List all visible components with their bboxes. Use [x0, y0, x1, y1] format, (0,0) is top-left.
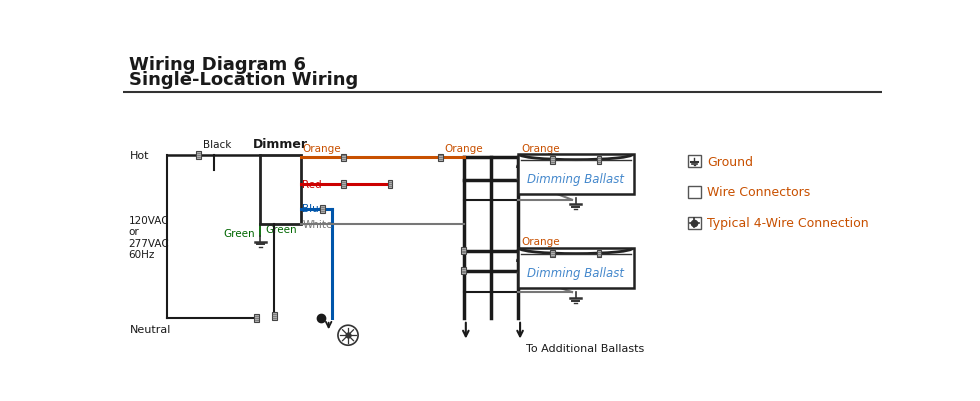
- Bar: [597, 250, 602, 258]
- Bar: [438, 154, 443, 162]
- Text: Blue: Blue: [302, 204, 325, 214]
- Text: or: or: [128, 227, 139, 237]
- Text: Red: Red: [302, 179, 321, 189]
- Text: Dimming Ballast: Dimming Ballast: [527, 172, 624, 185]
- Text: Black: Black: [521, 257, 550, 267]
- Text: White: White: [521, 278, 552, 288]
- Bar: [387, 181, 392, 189]
- Bar: [341, 181, 346, 189]
- Text: 277VAC: 277VAC: [128, 238, 170, 248]
- Bar: [320, 206, 324, 213]
- Text: Orange: Orange: [444, 144, 483, 154]
- Bar: [196, 152, 201, 160]
- Text: To Additional Ballasts: To Additional Ballasts: [526, 343, 645, 353]
- Text: Ground: Ground: [707, 155, 753, 168]
- Bar: [517, 155, 634, 195]
- Text: Neutral: Neutral: [130, 325, 172, 334]
- Bar: [551, 250, 555, 258]
- Text: Orange: Orange: [521, 144, 561, 154]
- Text: 120VAC: 120VAC: [128, 215, 170, 225]
- Bar: [254, 315, 259, 322]
- Bar: [341, 154, 346, 162]
- Text: Orange: Orange: [302, 144, 341, 154]
- Text: White: White: [521, 186, 552, 196]
- Bar: [261, 156, 301, 225]
- Text: Wire Connectors: Wire Connectors: [707, 186, 810, 199]
- Text: Green: Green: [266, 225, 297, 235]
- Text: Black: Black: [521, 167, 550, 177]
- Text: Typical 4-Wire Connection: Typical 4-Wire Connection: [707, 217, 868, 230]
- Text: Dimming Ballast: Dimming Ballast: [527, 266, 624, 279]
- Text: White: White: [302, 219, 332, 229]
- Text: Green: Green: [223, 228, 255, 238]
- Bar: [688, 186, 701, 198]
- Text: 60Hz: 60Hz: [128, 250, 155, 260]
- Bar: [462, 247, 466, 255]
- Bar: [462, 267, 466, 275]
- Text: Wiring Diagram 6: Wiring Diagram 6: [128, 56, 306, 74]
- Bar: [272, 312, 276, 320]
- Text: Black: Black: [203, 140, 231, 150]
- Bar: [688, 217, 701, 229]
- Bar: [551, 156, 555, 164]
- Text: Hot: Hot: [130, 151, 150, 161]
- Text: Dimmer: Dimmer: [253, 138, 308, 151]
- Text: Single-Location Wiring: Single-Location Wiring: [128, 71, 358, 89]
- Bar: [692, 189, 697, 196]
- Bar: [688, 156, 701, 168]
- Circle shape: [338, 325, 358, 345]
- Text: Orange: Orange: [521, 237, 561, 247]
- Bar: [517, 249, 634, 289]
- Bar: [597, 156, 602, 164]
